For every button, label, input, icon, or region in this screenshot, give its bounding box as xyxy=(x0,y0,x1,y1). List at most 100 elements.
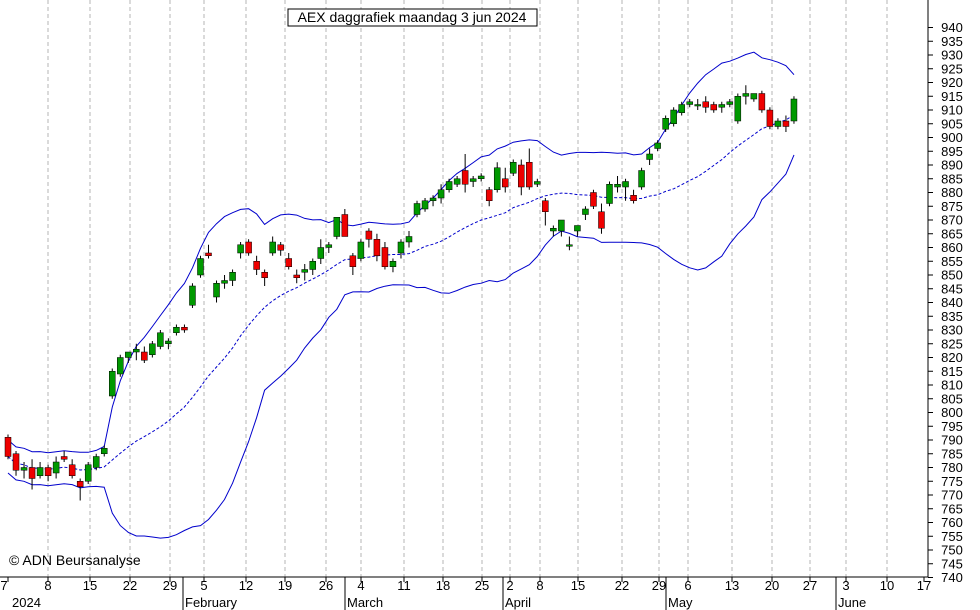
candle-body xyxy=(381,247,389,267)
candle xyxy=(710,101,718,113)
candle xyxy=(670,107,677,127)
candle-body xyxy=(229,272,236,281)
candle-body xyxy=(790,98,798,122)
candle xyxy=(614,176,621,193)
price-tick-label: 925 xyxy=(941,61,963,76)
candle-body xyxy=(566,244,573,247)
candle xyxy=(702,96,709,113)
candle-body xyxy=(710,104,718,111)
candle-body xyxy=(28,467,36,479)
price-tick-label: 870 xyxy=(941,213,963,228)
candle xyxy=(534,178,541,187)
candle xyxy=(117,354,124,377)
candle xyxy=(734,93,742,124)
candle xyxy=(526,148,533,190)
candle xyxy=(237,242,244,259)
candle xyxy=(550,225,557,237)
candle xyxy=(36,462,44,479)
candle xyxy=(662,115,669,132)
date-tick-label: 3 xyxy=(842,578,849,593)
candle-body xyxy=(606,184,613,204)
price-tick-label: 885 xyxy=(941,171,963,186)
candle-body xyxy=(518,164,525,188)
candle xyxy=(558,219,565,237)
candle-body xyxy=(550,228,557,232)
candle xyxy=(790,96,798,124)
candle xyxy=(590,189,597,209)
candle xyxy=(229,269,236,286)
price-tick-label: 895 xyxy=(941,144,963,159)
price-tick-label: 785 xyxy=(941,446,963,461)
candle-body xyxy=(253,261,260,270)
date-tick-label: 29 xyxy=(652,578,666,593)
candle xyxy=(76,478,84,501)
candle xyxy=(381,242,389,270)
price-tick-label: 930 xyxy=(941,48,963,63)
candle xyxy=(165,338,172,350)
candle-body xyxy=(44,467,52,476)
price-axis: 7407457507557607657707757807857907958008… xyxy=(927,0,963,585)
candle-body xyxy=(461,170,469,185)
candle-body xyxy=(277,244,284,251)
candle xyxy=(92,453,100,471)
candle-body xyxy=(52,461,60,474)
candle xyxy=(694,99,701,110)
bollinger-bands xyxy=(7,51,795,539)
candle xyxy=(445,178,453,193)
date-tick-label: 25 xyxy=(475,578,489,593)
candle xyxy=(678,101,685,116)
candle xyxy=(437,184,445,204)
date-tick-label: 29 xyxy=(163,578,177,593)
candle-body xyxy=(421,200,429,210)
candle-body xyxy=(662,118,669,130)
copyright-watermark: © ADN Beursanalyse xyxy=(9,552,141,568)
candle xyxy=(253,255,260,275)
candle xyxy=(421,198,429,212)
candle xyxy=(477,173,485,182)
candle xyxy=(301,264,308,281)
candle-body xyxy=(149,343,156,355)
candle xyxy=(173,324,180,336)
candle-body xyxy=(702,101,709,108)
price-tick-label: 920 xyxy=(941,75,963,90)
candle xyxy=(397,239,405,259)
price-tick-label: 765 xyxy=(941,501,963,516)
candle-body xyxy=(750,93,758,100)
candle-body xyxy=(173,327,180,333)
date-tick-label: 2 xyxy=(506,578,513,593)
price-tick-label: 755 xyxy=(941,529,963,544)
candle xyxy=(221,275,228,289)
candle-body xyxy=(12,453,20,471)
candle-body xyxy=(221,280,228,284)
candle xyxy=(493,162,501,193)
candle-body xyxy=(309,261,317,270)
candle-body xyxy=(197,258,204,276)
candle-body xyxy=(213,283,220,298)
candle-body xyxy=(686,101,693,105)
candle xyxy=(4,434,12,460)
candle-body xyxy=(445,181,453,190)
candle-body xyxy=(477,175,485,179)
candle xyxy=(317,239,325,264)
candle xyxy=(718,101,726,113)
price-tick-label: 760 xyxy=(941,515,963,530)
candle-body xyxy=(325,244,333,248)
candle-body xyxy=(357,241,365,259)
candle xyxy=(766,107,774,130)
candle xyxy=(429,195,437,207)
candle xyxy=(574,225,581,237)
date-tick-label: 4 xyxy=(357,578,364,593)
candle-body xyxy=(189,285,196,306)
candle xyxy=(686,99,693,108)
candle-body xyxy=(526,162,533,188)
candle-body xyxy=(437,189,445,199)
candle xyxy=(646,148,653,165)
candle xyxy=(638,167,645,190)
candle-body xyxy=(630,195,637,201)
candle xyxy=(461,154,469,193)
price-tick-label: 900 xyxy=(941,130,963,145)
candle xyxy=(654,140,661,152)
price-tick-label: 790 xyxy=(941,433,963,448)
price-tick-label: 850 xyxy=(941,268,963,283)
